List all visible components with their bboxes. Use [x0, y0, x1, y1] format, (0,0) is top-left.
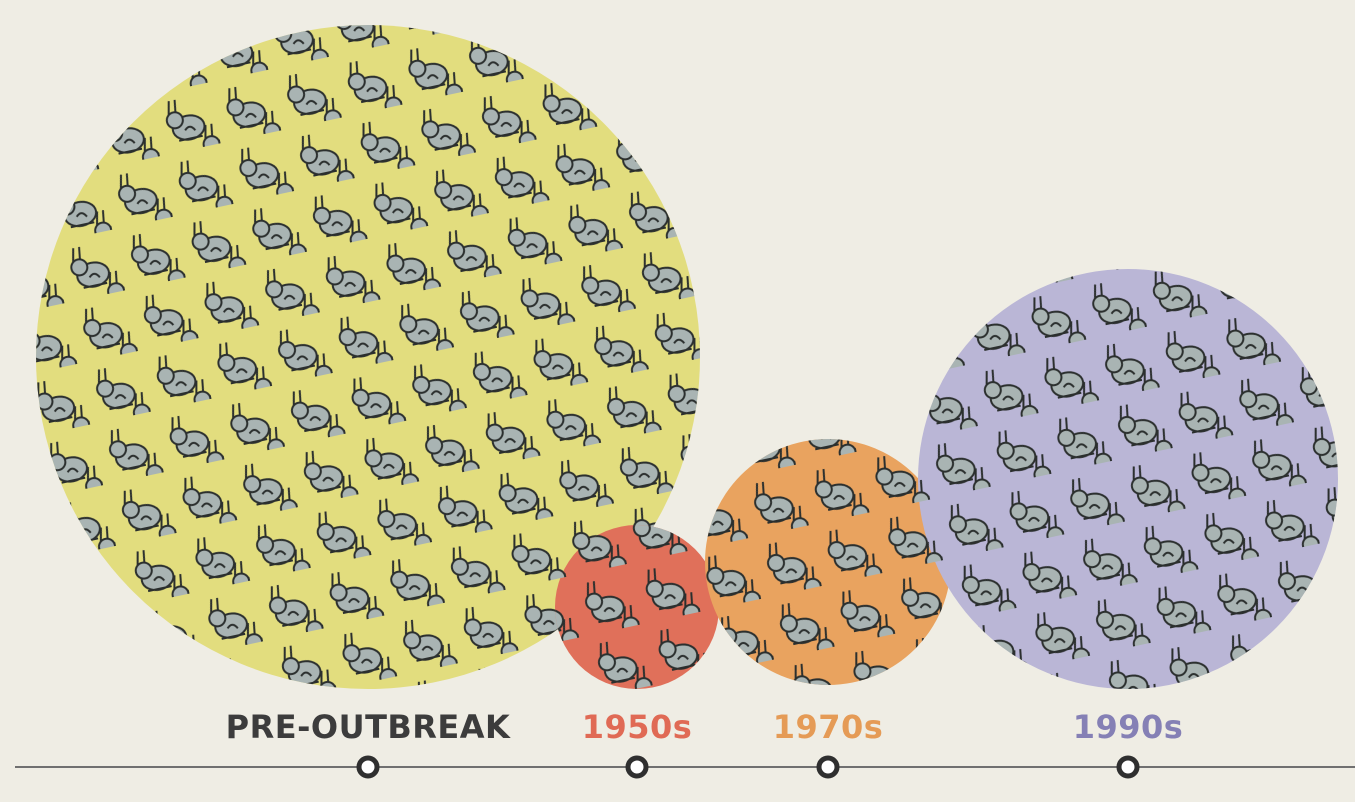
timeline-marker [356, 755, 380, 779]
period-label: 1990s [1073, 708, 1184, 746]
bubble-pattern [36, 25, 700, 689]
period-label: 1970s [773, 708, 884, 746]
bubble-pattern [918, 269, 1338, 689]
bubbles [36, 25, 1338, 689]
timeline-markers [356, 755, 1140, 779]
bubble-pattern [705, 439, 951, 685]
timeline-marker [1116, 755, 1140, 779]
timeline-marker [625, 755, 649, 779]
period-label: 1950s [582, 708, 693, 746]
bubble-pattern [555, 525, 719, 689]
period-label: PRE-OUTBREAK [226, 708, 511, 746]
timeline-marker [816, 755, 840, 779]
